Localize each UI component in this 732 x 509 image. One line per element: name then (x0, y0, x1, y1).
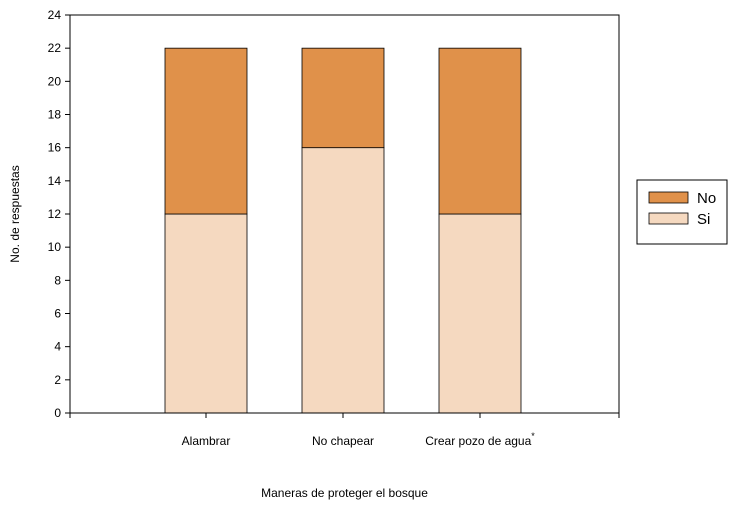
y-tick-label: 2 (54, 373, 61, 387)
y-tick-label: 8 (54, 273, 61, 287)
x-tick-label: No chapear (312, 434, 374, 448)
y-tick-label: 24 (48, 8, 62, 22)
bar-si-0 (164, 213, 248, 414)
legend-swatch-si (648, 212, 689, 225)
legend-swatch-no (648, 191, 689, 204)
bar-no-1 (301, 47, 385, 149)
y-tick-label: 20 (48, 74, 62, 88)
y-tick-label: 14 (48, 174, 62, 188)
legend-box (636, 179, 728, 245)
y-tick-label: 16 (48, 141, 62, 155)
bar-no-2 (438, 47, 522, 215)
legend: No Si (636, 179, 728, 245)
bars-group (164, 47, 522, 414)
x-tick-label: Crear pozo de agua* (425, 431, 535, 448)
y-tick-label: 12 (48, 207, 62, 221)
y-tick-label: 22 (48, 41, 62, 55)
x-tick-label: Alambrar (182, 434, 231, 448)
y-tick-label: 0 (54, 406, 61, 420)
legend-label-no: No (697, 190, 716, 207)
y-tick-label: 6 (54, 307, 61, 321)
y-axis-title: No. de respuestas (8, 165, 22, 262)
legend-label-si: Si (697, 211, 710, 228)
y-tick-label: 4 (54, 340, 61, 354)
y-tick-label: 18 (48, 108, 62, 122)
plot-area-frame (69, 14, 620, 414)
x-axis-labels: Alambrar No chapear Crear pozo de agua* (69, 413, 620, 448)
x-axis-title: Maneras de proteger el bosque (261, 486, 428, 500)
y-tick-label: 10 (48, 240, 62, 254)
bar-no-0 (164, 47, 248, 215)
bar-si-1 (301, 147, 385, 414)
bar-si-2 (438, 213, 522, 414)
